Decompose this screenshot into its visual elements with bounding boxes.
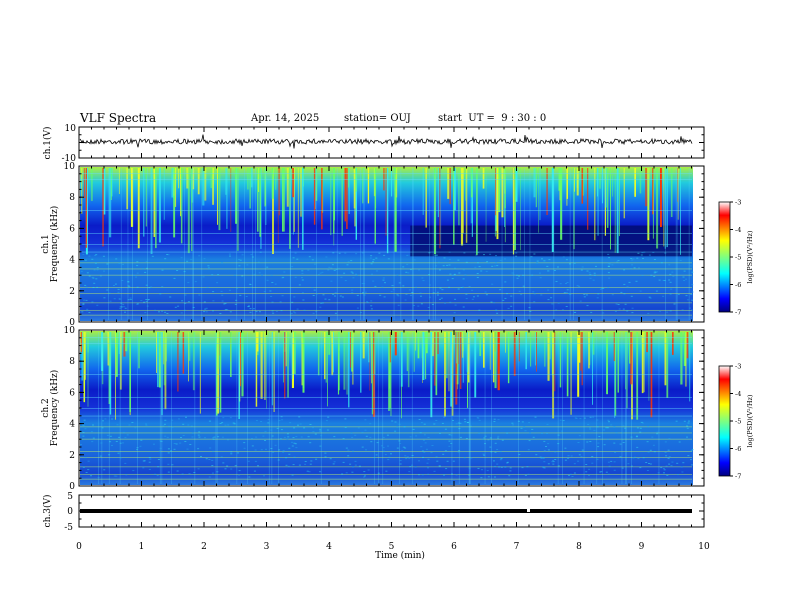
cb2-tick-4: -7: [735, 473, 741, 481]
cb2-tick-3: -6: [735, 445, 741, 453]
ch3-tick-mid: 0: [67, 507, 73, 517]
x-tick-1: 1: [139, 542, 145, 552]
ch1-spec-ylabel-top: ch.1: [41, 234, 51, 253]
cb2-tick-1: -4: [735, 390, 741, 398]
x-tick-9: 9: [639, 542, 645, 552]
x-tick-8: 8: [576, 542, 582, 552]
cb1-tick-1: -4: [735, 226, 741, 234]
date-label: Apr. 14, 2025: [251, 113, 320, 124]
x-axis-label: Time (min): [375, 550, 425, 561]
ch1-colorbar-label: log(PSD)(V²/Hz): [746, 230, 754, 283]
x-tick-7: 7: [514, 542, 520, 552]
start-time-label: start UT = 9 : 30 : 0: [438, 113, 547, 124]
ch3-tick-bottom: -5: [64, 523, 73, 533]
x-tick-5: 5: [389, 542, 395, 552]
ch3-waveform-panel: 5 0 -5 ch.3(V): [42, 492, 705, 533]
spec1ticks-tick-3: 6: [69, 224, 75, 234]
cb1-tick-4: -7: [735, 309, 741, 317]
station-label: station= OUJ: [344, 113, 411, 124]
x-tick-10: 10: [698, 542, 710, 552]
spec2ticks-tick-1: 2: [69, 451, 75, 461]
x-tick-2: 2: [201, 542, 207, 552]
ch1-waveform-line: [79, 134, 693, 149]
spec2ticks-tick-5: 10: [64, 326, 76, 336]
spec1ticks-tick-5: 10: [64, 162, 76, 172]
ch1-tick-top: 10: [65, 124, 77, 134]
ch1-colorbar: -3 -4 -5 -6 -7 log(PSD)(V²/Hz): [718, 199, 754, 317]
spec1ticks-tick-4: 8: [69, 193, 75, 203]
ch2-spec-ylabel: Frequency (kHz): [49, 370, 60, 447]
cb1-tick-3: -6: [735, 281, 741, 289]
cb2-tick-0: -3: [735, 363, 741, 371]
ch2-colorbar-label: log(PSD)(V²/Hz): [746, 394, 754, 447]
ch1-ylabel: ch.1(V): [42, 127, 53, 160]
spec2ticks-tick-3: 6: [69, 388, 75, 398]
x-tick-3: 3: [264, 542, 270, 552]
ch3-signal-band: [80, 509, 692, 513]
spec1ticks-tick-1: 2: [69, 287, 75, 297]
ch1-spectrogram-panel: 0 2 4 6 8 10 ch.1 Frequency (kHz): [41, 162, 705, 328]
spec2ticks-tick-0: 0: [69, 482, 75, 492]
spec1ticks-tick-2: 4: [69, 256, 75, 266]
cb1-tick-2: -5: [735, 254, 741, 262]
x-tick-0: 0: [76, 542, 82, 552]
plot-title: VLF Spectra: [80, 111, 157, 125]
ch3-ylabel: ch.3(V): [42, 495, 53, 528]
spec1ticks-tick-0: 0: [69, 318, 75, 328]
ch1-spec-ylabel: Frequency (kHz): [49, 206, 60, 283]
ch2-spectrogram-panel: 0 2 4 6 8 10 ch.2 Frequency (kHz): [41, 326, 705, 492]
cb1-tick-0: -3: [735, 199, 741, 207]
x-tick-4: 4: [326, 542, 332, 552]
ch1-tick-bottom: -10: [62, 154, 77, 164]
spec2ticks-tick-4: 8: [69, 357, 75, 367]
ch2-spec-ylabel-top: ch.2: [41, 398, 51, 417]
spec2ticks-tick-2: 4: [69, 420, 75, 430]
x-tick-6: 6: [451, 542, 457, 552]
ch3-tick-top: 5: [67, 492, 73, 502]
cb2-tick-2: -5: [735, 418, 741, 426]
ch2-colorbar: -3 -4 -5 -6 -7 log(PSD)(V²/Hz): [718, 363, 754, 481]
